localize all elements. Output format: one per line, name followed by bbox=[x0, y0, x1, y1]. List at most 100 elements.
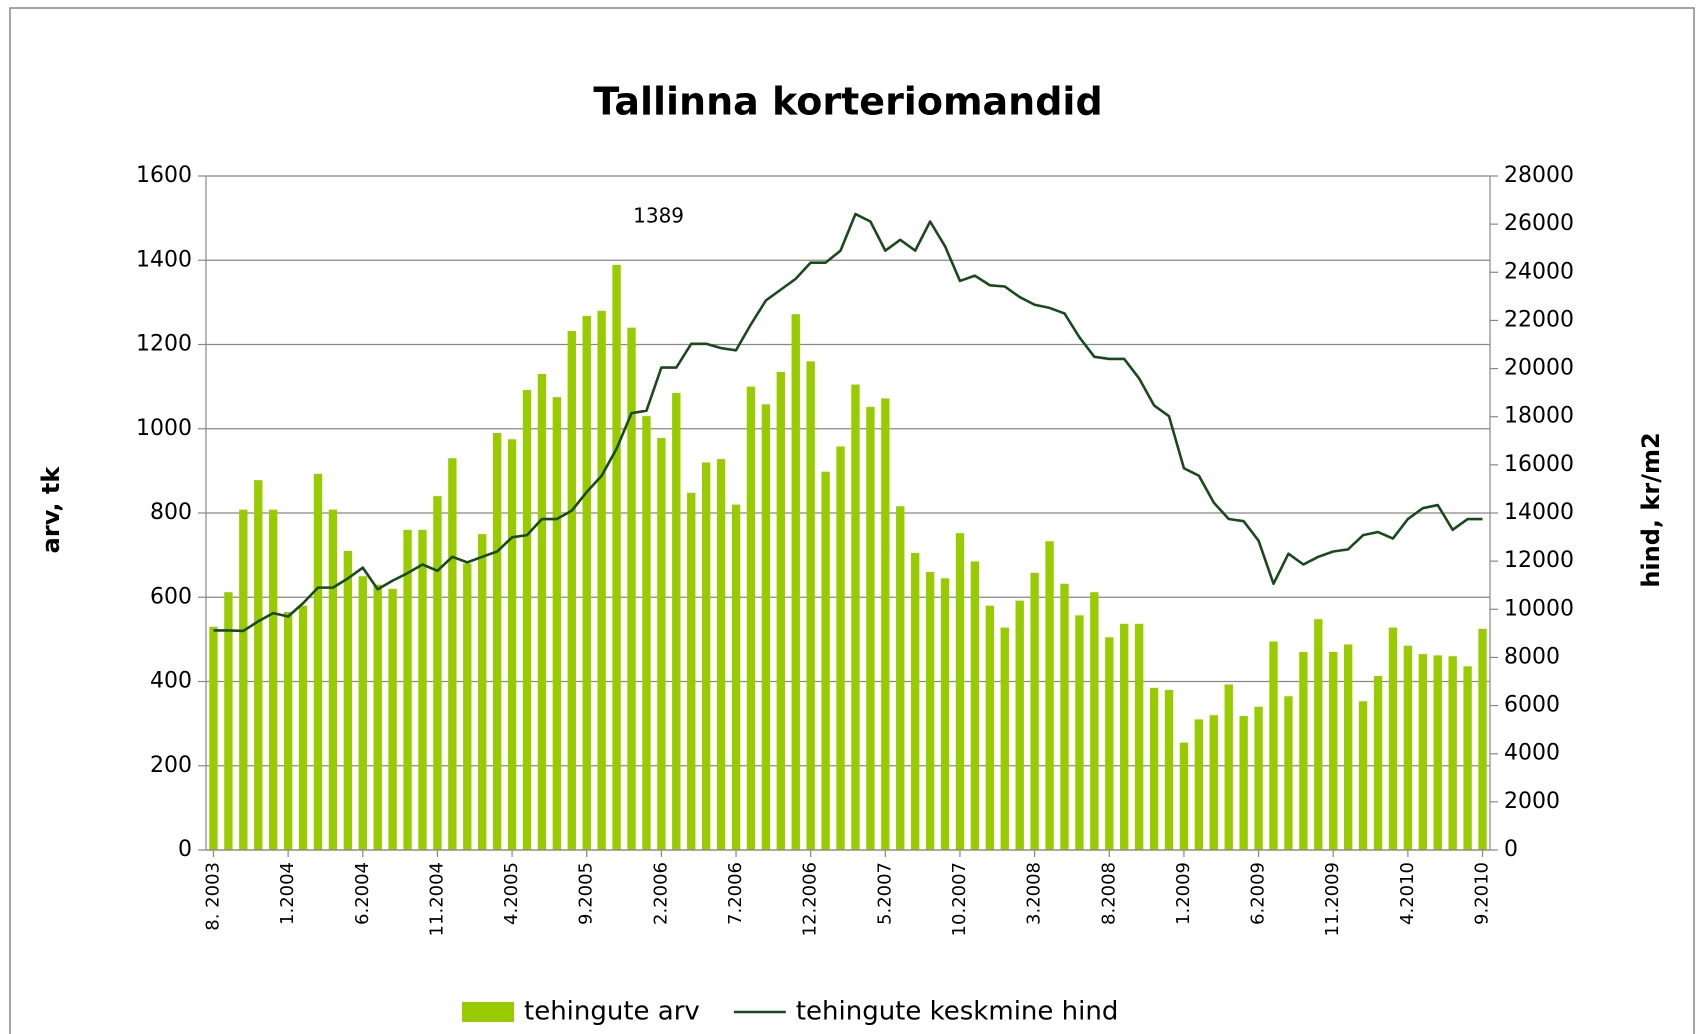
bar bbox=[597, 310, 606, 850]
x-tick-label: 11.2009 bbox=[1322, 862, 1343, 936]
y2-tick-label: 2000 bbox=[1504, 789, 1560, 814]
y2-tick-label: 22000 bbox=[1504, 307, 1574, 332]
bar bbox=[1239, 716, 1248, 850]
bar bbox=[313, 473, 323, 850]
bar bbox=[1463, 666, 1472, 850]
y-tick-label: 1000 bbox=[136, 416, 192, 441]
bar bbox=[537, 373, 547, 850]
bar bbox=[1075, 615, 1084, 850]
bar bbox=[970, 561, 980, 850]
x-tick-label: 4.2005 bbox=[501, 862, 522, 925]
bar bbox=[761, 404, 771, 850]
y-tick-label: 200 bbox=[150, 753, 192, 778]
y-tick-label: 0 bbox=[178, 837, 192, 862]
bar bbox=[269, 509, 278, 850]
y-axis-title: arv, tk bbox=[37, 466, 65, 554]
y2-tick-label: 8000 bbox=[1504, 644, 1560, 669]
x-tick-label: 12.2006 bbox=[800, 862, 821, 936]
bar bbox=[1149, 687, 1159, 850]
bar bbox=[1105, 637, 1114, 850]
bar bbox=[1254, 706, 1263, 850]
x-tick-label: 3.2008 bbox=[1024, 862, 1045, 925]
bar bbox=[552, 397, 562, 850]
bar bbox=[224, 592, 233, 850]
x-tick-label: 1.2009 bbox=[1173, 862, 1194, 925]
y2-tick-label: 18000 bbox=[1504, 404, 1574, 429]
y2-tick-label: 24000 bbox=[1504, 259, 1574, 284]
y2-tick-label: 10000 bbox=[1504, 596, 1574, 621]
bar bbox=[1329, 652, 1338, 850]
x-tick-label: 6.2004 bbox=[352, 862, 373, 925]
x-tick-label: 10.2007 bbox=[949, 862, 970, 936]
bar bbox=[1000, 627, 1009, 850]
bar bbox=[1224, 684, 1233, 850]
bar bbox=[388, 588, 397, 850]
x-tick-label: 6.2009 bbox=[1248, 862, 1269, 925]
bar bbox=[1284, 696, 1293, 850]
bar bbox=[403, 529, 412, 850]
bar bbox=[433, 496, 442, 850]
x-tick-label: 9.2010 bbox=[1472, 862, 1493, 925]
y2-tick-label: 16000 bbox=[1504, 452, 1574, 477]
bar bbox=[806, 361, 815, 850]
bar bbox=[836, 446, 845, 850]
bar bbox=[687, 492, 696, 850]
bar bbox=[701, 462, 711, 850]
bar bbox=[1015, 600, 1024, 850]
bar bbox=[418, 529, 427, 850]
bar bbox=[298, 605, 308, 850]
bar bbox=[746, 386, 756, 850]
bar bbox=[1314, 619, 1323, 850]
y-tick-label: 1200 bbox=[136, 332, 192, 357]
bar bbox=[821, 471, 830, 850]
bar bbox=[1209, 715, 1218, 850]
bar bbox=[866, 406, 875, 850]
bar bbox=[1478, 628, 1487, 850]
y-tick-label: 800 bbox=[150, 500, 192, 525]
bar bbox=[283, 611, 293, 850]
x-tick-label: 4.2010 bbox=[1397, 862, 1418, 925]
y2-tick-label: 6000 bbox=[1504, 693, 1560, 718]
bar bbox=[627, 327, 636, 850]
bar bbox=[672, 392, 681, 850]
bar bbox=[1045, 541, 1054, 850]
bar bbox=[1343, 644, 1353, 850]
x-tick-label: 2.2006 bbox=[650, 862, 671, 925]
bar bbox=[1194, 719, 1204, 850]
bar bbox=[343, 550, 353, 850]
bar bbox=[851, 384, 860, 850]
bar bbox=[1090, 592, 1099, 850]
y2-tick-label: 26000 bbox=[1504, 211, 1574, 236]
bar bbox=[1388, 627, 1398, 850]
chart-title: Tallinna korteriomandid bbox=[593, 80, 1102, 124]
bar bbox=[507, 439, 517, 850]
bar bbox=[791, 314, 800, 850]
x-tick-label: 7.2006 bbox=[725, 862, 746, 925]
bar bbox=[940, 578, 950, 850]
y2-tick-label: 14000 bbox=[1504, 500, 1574, 525]
bar bbox=[1448, 656, 1457, 850]
bar bbox=[657, 438, 666, 850]
bar bbox=[463, 563, 472, 850]
bar bbox=[1299, 652, 1308, 850]
bar bbox=[731, 504, 741, 850]
bar bbox=[985, 605, 995, 850]
bar bbox=[448, 458, 457, 850]
legend-label: tehingute keskmine hind bbox=[796, 997, 1119, 1027]
bar bbox=[1269, 641, 1278, 850]
bar bbox=[1030, 572, 1039, 850]
y-tick-label: 1600 bbox=[136, 163, 192, 188]
y2-tick-label: 20000 bbox=[1504, 356, 1574, 381]
bar bbox=[1134, 623, 1144, 850]
bar bbox=[328, 509, 338, 850]
bar bbox=[1120, 623, 1129, 850]
line bbox=[213, 212, 1483, 633]
y2-tick-label: 12000 bbox=[1504, 548, 1574, 573]
y2-tick-label: 28000 bbox=[1504, 163, 1574, 188]
bar bbox=[1433, 655, 1442, 850]
bar bbox=[716, 459, 726, 850]
bar bbox=[492, 432, 502, 850]
bar bbox=[478, 534, 487, 850]
